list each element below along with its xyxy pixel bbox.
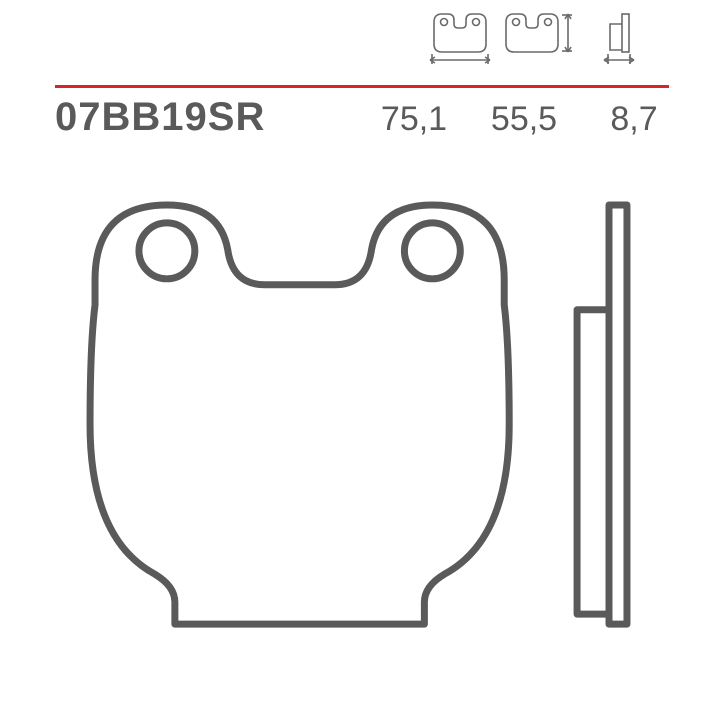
front-view: [90, 205, 509, 624]
dimension-height: 55,5: [489, 100, 559, 139]
dimension-width: 75,1: [379, 100, 449, 139]
dimension-thickness: 8,7: [599, 100, 669, 139]
info-row: 07BB19SR 75,1 55,5 8,7: [55, 95, 669, 140]
dimension-icons-row: [424, 10, 644, 66]
dimensions-group: 75,1 55,5 8,7: [379, 100, 669, 139]
product-code: 07BB19SR: [55, 95, 265, 140]
thickness-icon: [584, 10, 644, 66]
height-icon: [500, 10, 576, 66]
side-view: [577, 205, 627, 624]
width-icon: [424, 10, 492, 66]
technical-drawing: [75, 185, 649, 684]
accent-separator: [55, 75, 669, 78]
